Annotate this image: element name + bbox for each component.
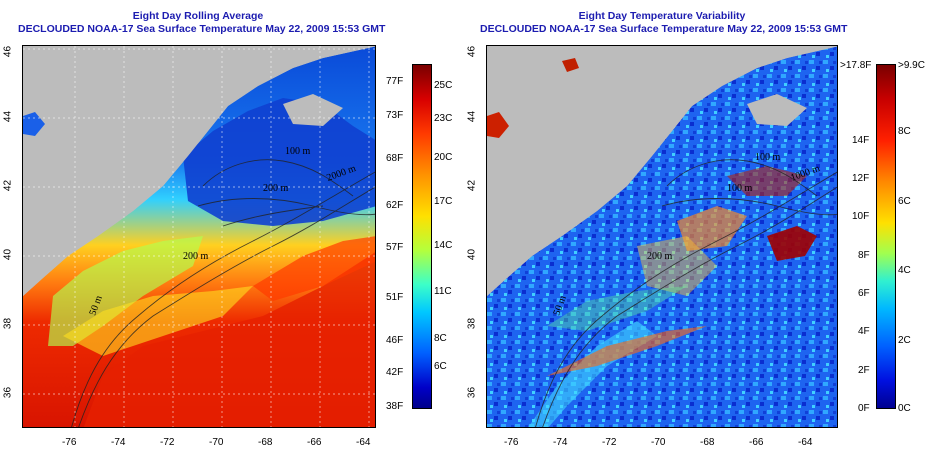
colorbar-f-label: 2F — [858, 365, 870, 376]
right-map-image: 200 m 50 m 100 m 1000 m 100 m — [487, 46, 837, 427]
colorbar-f-label: 62F — [386, 200, 404, 211]
lon-tick: -66 — [749, 437, 764, 448]
colorbar-c-label: >9.9C — [898, 60, 925, 71]
left-sst-map: 200 m 50 m 100 m 2000 m 200 m — [22, 45, 376, 428]
colorbar-f-label: 0F — [858, 403, 870, 414]
lon-tick: -70 — [651, 437, 666, 448]
lon-tick: -72 — [160, 437, 175, 448]
lat-tick: 44 — [2, 110, 14, 123]
lat-tick: 38 — [466, 317, 478, 330]
gulf-stream — [83, 252, 375, 427]
lon-tick: -66 — [307, 437, 322, 448]
colorbar-f-label: 8F — [858, 250, 870, 261]
contour-label: 200 m — [263, 183, 289, 194]
colorbar-f-label: 73F — [386, 110, 404, 121]
ocean-area — [487, 46, 837, 427]
colorbar-f-label: 10F — [852, 211, 870, 222]
lon-tick: -74 — [553, 437, 568, 448]
colorbar-f-label: 51F — [386, 292, 404, 303]
colorbar-f-label: 6F — [858, 288, 870, 299]
colorbar-c-label: 0C — [898, 403, 911, 414]
colorbar-c-label: 25C — [434, 80, 453, 91]
lon-tick: -76 — [504, 437, 519, 448]
lat-tick: 36 — [466, 386, 478, 399]
lon-tick: -64 — [356, 437, 371, 448]
lat-tick: 40 — [466, 248, 478, 261]
land-area — [23, 46, 375, 296]
colorbar-f-label: 4F — [858, 326, 870, 337]
colorbar-f-label: 42F — [386, 367, 404, 378]
colorbar-f-label: 12F — [852, 173, 870, 184]
colorbar-c-label: 6C — [434, 361, 447, 372]
lon-tick: -76 — [62, 437, 77, 448]
left-map-title-line1: Eight Day Rolling Average — [132, 10, 264, 22]
lon-tick: -72 — [602, 437, 617, 448]
right-map-title-line1: Eight Day Temperature Variability — [578, 10, 746, 22]
lat-tick: 42 — [2, 179, 14, 192]
lon-tick: -74 — [111, 437, 126, 448]
colorbar-f-label: 46F — [386, 335, 404, 346]
colorbar-f-label: >17.8F — [840, 60, 872, 71]
gulf-of-maine — [183, 98, 375, 226]
left-map-title-line2: DECLOUDED NOAA-17 Sea Surface Temperatur… — [18, 23, 386, 35]
lon-tick: -70 — [209, 437, 224, 448]
colorbar-f-label: 38F — [386, 401, 404, 412]
left-map-image: 200 m 50 m 100 m 2000 m 200 m — [23, 46, 375, 427]
graticule — [23, 46, 375, 427]
colorbar-f-label: 57F — [386, 242, 404, 253]
lat-tick: 42 — [466, 179, 478, 192]
colorbar-c-label: 4C — [898, 265, 911, 276]
colorbar-c-label: 17C — [434, 196, 453, 207]
contour-label: 200 m — [647, 251, 673, 262]
lat-tick: 36 — [2, 386, 14, 399]
lat-tick: 46 — [466, 45, 478, 58]
colorbar-f-label: 68F — [386, 153, 404, 164]
right-map-title: Eight Day Temperature Variability DECLOU… — [480, 10, 848, 36]
colorbar-c-label: 8C — [898, 126, 911, 137]
colorbar-c-label: 14C — [434, 240, 453, 251]
contour-label: 100 m — [285, 146, 311, 157]
lat-tick: 38 — [2, 317, 14, 330]
left-colorbar — [412, 64, 432, 409]
colorbar-c-label: 20C — [434, 152, 453, 163]
colorbar-c-label: 2C — [898, 335, 911, 346]
right-variability-map: 200 m 50 m 100 m 1000 m 100 m — [486, 45, 838, 428]
lon-tick: -68 — [700, 437, 715, 448]
contour-label: 100 m — [755, 152, 781, 163]
lat-tick: 40 — [2, 248, 14, 261]
lon-tick: -64 — [798, 437, 813, 448]
lat-tick: 46 — [2, 45, 14, 58]
colorbar-c-label: 6C — [898, 196, 911, 207]
colorbar-f-label: 77F — [386, 76, 404, 87]
bathymetry-contours — [535, 159, 837, 427]
left-map-title: Eight Day Rolling Average DECLOUDED NOAA… — [18, 10, 386, 36]
lat-tick: 44 — [466, 110, 478, 123]
land-area — [487, 46, 837, 296]
colorbar-c-label: 8C — [434, 333, 447, 344]
right-map-title-line2: DECLOUDED NOAA-17 Sea Surface Temperatur… — [480, 23, 848, 35]
colorbar-c-label: 23C — [434, 113, 453, 124]
colorbar-c-label: 11C — [434, 286, 452, 297]
contour-label: 100 m — [727, 183, 753, 194]
colorbar-f-label: 14F — [852, 135, 870, 146]
contour-label: 200 m — [183, 251, 209, 262]
right-colorbar — [876, 64, 896, 409]
lon-tick: -68 — [258, 437, 273, 448]
